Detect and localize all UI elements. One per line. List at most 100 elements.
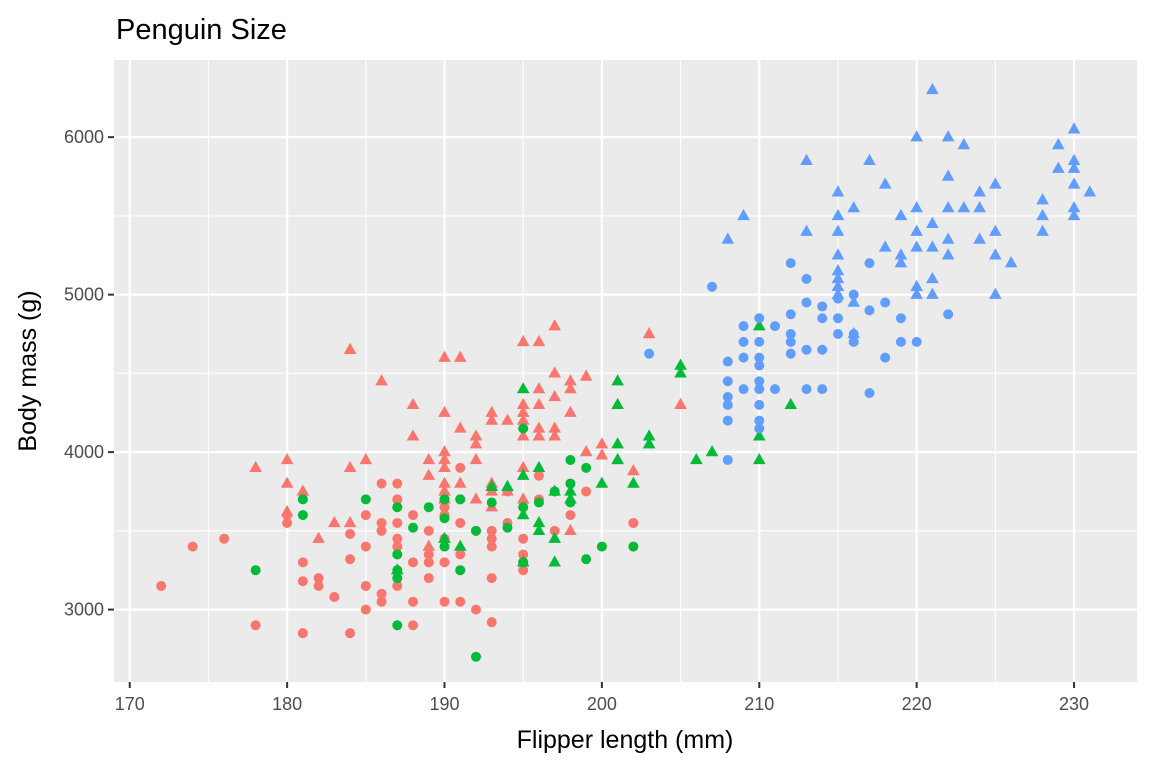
data-point-circle	[785, 258, 796, 269]
x-tick-label: 210	[744, 694, 774, 714]
data-point-triangle	[1052, 138, 1065, 150]
data-point-triangle	[910, 224, 923, 236]
data-point-circle	[423, 502, 434, 513]
data-point-triangle	[642, 326, 656, 339]
x-tick-label: 170	[115, 694, 145, 714]
data-point-circle	[392, 533, 403, 544]
data-point-triangle	[926, 271, 939, 284]
data-point-triangle	[548, 484, 561, 496]
data-point-circle	[360, 510, 371, 521]
data-point-triangle	[910, 240, 923, 252]
data-point-circle	[518, 549, 529, 560]
data-point-circle	[486, 573, 497, 584]
data-point-circle	[801, 273, 812, 284]
data-point-triangle	[941, 201, 955, 213]
data-point-triangle	[532, 523, 546, 536]
data-point-circle	[817, 313, 828, 324]
data-point-triangle	[438, 531, 451, 543]
data-point-circle	[313, 580, 324, 591]
data-point-triangle	[1052, 161, 1065, 173]
data-point-circle	[455, 517, 466, 528]
data-point-circle	[943, 309, 954, 320]
data-point-circle	[360, 580, 371, 591]
data-point-circle	[408, 522, 419, 533]
data-point-triangle	[1067, 177, 1081, 189]
data-point-circle	[785, 328, 796, 339]
data-point-triangle	[548, 555, 561, 567]
data-point-circle	[282, 517, 293, 528]
data-point-triangle	[595, 437, 609, 449]
data-point-triangle	[438, 460, 451, 473]
data-point-triangle	[501, 413, 514, 425]
data-point-triangle	[249, 460, 262, 473]
data-point-circle	[392, 541, 403, 552]
data-point-circle	[360, 541, 371, 552]
data-point-triangle	[532, 421, 546, 433]
y-tick-label: 4000	[64, 442, 104, 462]
data-point-circle	[219, 533, 230, 544]
data-point-circle	[880, 297, 891, 308]
data-point-triangle	[438, 484, 451, 496]
data-point-circle	[581, 554, 592, 565]
data-point-circle	[250, 620, 261, 631]
data-point-triangle	[516, 397, 530, 410]
data-point-circle	[439, 502, 450, 513]
data-point-circle	[770, 384, 781, 395]
data-point-triangle	[595, 476, 609, 488]
data-point-triangle	[642, 429, 656, 441]
data-point-triangle	[516, 492, 530, 504]
data-point-triangle	[831, 208, 845, 221]
data-point-circle	[722, 356, 733, 367]
data-point-circle	[486, 617, 497, 628]
data-point-circle	[738, 336, 749, 347]
data-point-triangle	[516, 508, 530, 520]
data-point-circle	[628, 541, 639, 552]
data-point-circle	[565, 478, 576, 489]
data-point-triangle	[579, 445, 593, 457]
data-point-circle	[628, 517, 639, 528]
data-point-circle	[392, 517, 403, 528]
data-point-triangle	[910, 130, 923, 142]
data-point-triangle	[831, 185, 845, 197]
data-point-circle	[392, 573, 403, 584]
data-point-circle	[392, 580, 403, 591]
data-point-circle	[785, 309, 796, 320]
data-point-triangle	[941, 169, 955, 181]
y-tick-label: 5000	[64, 285, 104, 305]
data-point-triangle	[831, 287, 845, 299]
y-tick-label: 6000	[64, 127, 104, 147]
data-point-triangle	[831, 271, 845, 284]
data-point-circle	[297, 576, 308, 587]
data-point-triangle	[359, 452, 373, 465]
data-point-triangle	[516, 334, 530, 347]
data-point-triangle	[548, 389, 561, 402]
data-point-triangle	[469, 429, 483, 441]
data-point-triangle	[642, 437, 656, 449]
data-point-circle	[470, 651, 481, 662]
data-point-triangle	[784, 397, 798, 410]
data-point-triangle	[894, 256, 908, 268]
data-points	[156, 82, 1097, 662]
data-point-circle	[722, 415, 733, 426]
data-point-circle	[502, 522, 513, 533]
data-point-circle	[738, 321, 749, 332]
data-point-triangle	[926, 216, 939, 228]
data-point-circle	[156, 580, 167, 591]
data-point-circle	[722, 391, 733, 402]
data-point-circle	[329, 591, 340, 602]
data-point-triangle	[564, 492, 577, 504]
data-point-circle	[801, 297, 812, 308]
data-point-circle	[801, 344, 812, 355]
data-point-circle	[533, 470, 544, 481]
data-point-triangle	[831, 224, 845, 236]
data-point-triangle	[941, 130, 955, 142]
data-point-circle	[376, 596, 387, 607]
data-point-triangle	[564, 523, 577, 536]
data-point-triangle	[737, 208, 750, 221]
data-point-triangle	[611, 374, 624, 386]
data-point-triangle	[438, 452, 451, 465]
data-point-triangle	[564, 484, 577, 496]
data-point-circle	[785, 336, 796, 347]
data-point-triangle	[579, 369, 593, 381]
data-point-triangle	[296, 484, 310, 496]
